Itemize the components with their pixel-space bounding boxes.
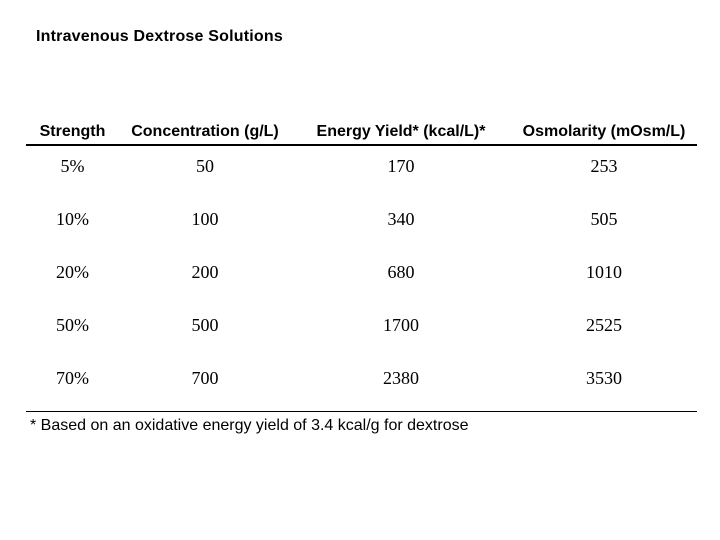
cell-strength: 10% xyxy=(56,209,89,229)
cell-energy-yield: 340 xyxy=(387,209,415,229)
column-header-strength: Strength xyxy=(39,123,106,140)
table-row: 10% 100 340 505 xyxy=(26,199,697,252)
table-row: 70% 700 2380 3530 xyxy=(26,358,697,411)
column-header-osmolarity: Osmolarity (mOsm/L) xyxy=(522,123,686,140)
cell-strength: 5% xyxy=(60,156,85,176)
cell-concentration: 500 xyxy=(191,315,219,335)
page-title: Intravenous Dextrose Solutions xyxy=(36,28,283,45)
cell-strength: 50% xyxy=(56,315,89,335)
column-header-concentration: Concentration (g/L) xyxy=(131,123,279,140)
table-header-row: Strength Concentration (g/L) Energy Yiel… xyxy=(26,120,697,146)
cell-concentration: 700 xyxy=(191,368,219,388)
cell-osmolarity: 2525 xyxy=(586,315,622,335)
cell-concentration: 100 xyxy=(191,209,219,229)
footnote: * Based on an oxidative energy yield of … xyxy=(30,417,469,434)
cell-osmolarity: 3530 xyxy=(586,368,622,388)
cell-osmolarity: 253 xyxy=(590,156,618,176)
cell-concentration: 50 xyxy=(196,156,214,176)
cell-energy-yield: 2380 xyxy=(383,368,419,388)
cell-strength: 70% xyxy=(56,368,89,388)
cell-strength: 20% xyxy=(56,262,89,282)
cell-osmolarity: 1010 xyxy=(586,262,622,282)
cell-energy-yield: 680 xyxy=(387,262,415,282)
table-bottom-rule xyxy=(26,411,697,412)
cell-energy-yield: 170 xyxy=(387,156,415,176)
column-header-energy-yield: Energy Yield* (kcal/L)* xyxy=(316,123,486,140)
table-row: 5% 50 170 253 xyxy=(26,146,697,199)
table-row: 20% 200 680 1010 xyxy=(26,252,697,305)
dextrose-table: Strength Concentration (g/L) Energy Yiel… xyxy=(26,120,697,412)
cell-concentration: 200 xyxy=(191,262,219,282)
cell-osmolarity: 505 xyxy=(590,209,618,229)
table-row: 50% 500 1700 2525 xyxy=(26,305,697,358)
cell-energy-yield: 1700 xyxy=(383,315,419,335)
